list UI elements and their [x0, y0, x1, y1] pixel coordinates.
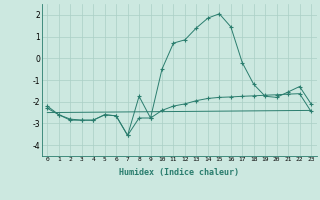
X-axis label: Humidex (Indice chaleur): Humidex (Indice chaleur): [119, 168, 239, 177]
